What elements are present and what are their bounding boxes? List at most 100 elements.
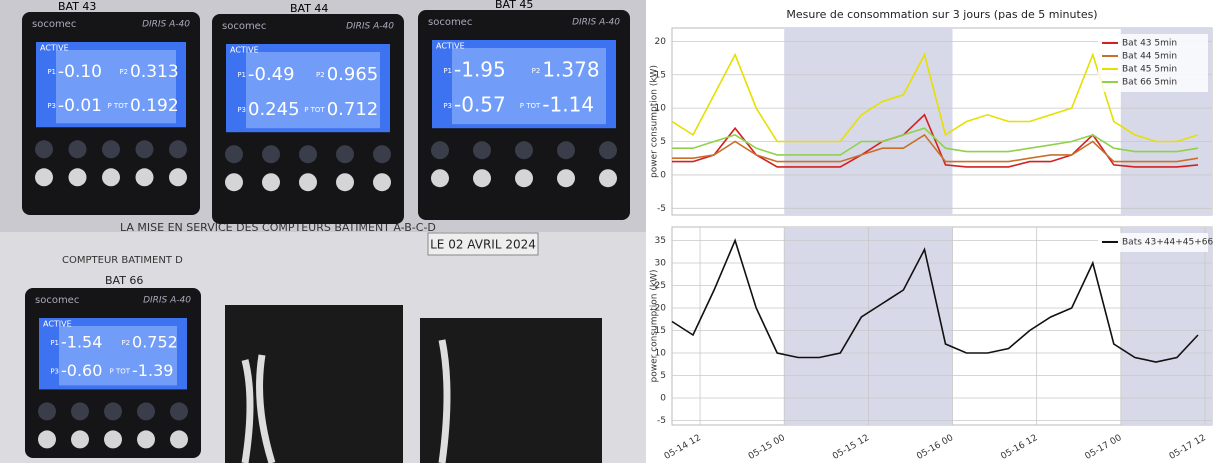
meter-field: P3 <box>237 106 246 114</box>
meter-button <box>599 141 617 160</box>
x-tick-label: 05-16 00 <box>915 433 955 462</box>
meter-button <box>135 168 154 187</box>
y-tick-label: 30 <box>655 259 667 269</box>
meter-reading: 0.965 <box>327 64 379 85</box>
meter-button <box>431 169 449 188</box>
legend-label: Bat 43 5min <box>1122 39 1177 49</box>
meter-button <box>170 430 188 449</box>
lower-label: BAT 66 <box>105 274 143 287</box>
meter-reading: -1.95 <box>454 57 506 81</box>
meter-field: P TOT <box>520 102 541 110</box>
legend-label: Bat 66 5min <box>1122 78 1177 88</box>
meter-field: P3 <box>443 102 452 110</box>
meter-reading: 0.245 <box>248 99 300 120</box>
meter-button <box>262 145 280 164</box>
meter-button <box>169 140 187 159</box>
meter-brand: socomec <box>35 295 79 306</box>
meter-screen-glow <box>59 326 177 386</box>
meter-reading: 0.313 <box>130 62 179 82</box>
x-tick-label: 05-15 12 <box>831 433 871 462</box>
meter-field: P TOT <box>107 102 128 110</box>
date: LE 02 AVRIL 2024 <box>430 238 536 252</box>
y-tick-label: 10 <box>655 104 667 114</box>
meter-button <box>137 402 155 421</box>
meter-mode: ACTIVE <box>40 44 69 53</box>
meter-brand: socomec <box>428 17 472 28</box>
meter-model: DIRIS A-40 <box>143 296 191 306</box>
meter-button <box>169 168 187 187</box>
y-axis-label: power consumption (kW) <box>650 270 660 383</box>
legend-box <box>1098 233 1208 252</box>
meter-button <box>299 145 317 164</box>
meter-button <box>71 430 89 449</box>
meter-button <box>170 402 188 421</box>
meter-button <box>104 402 122 421</box>
meter-model: DIRIS A-40 <box>572 18 620 28</box>
plaque: LA MISE EN SERVICE DES COMPTEURS BATIMEN… <box>120 221 436 234</box>
meter-button <box>135 140 154 159</box>
meter-button <box>262 173 280 192</box>
meter-reading: -0.10 <box>58 62 102 82</box>
meter-field: P TOT <box>110 368 131 376</box>
y-tick-label: 15 <box>655 70 666 80</box>
meter-button <box>515 169 533 188</box>
meter-button <box>137 430 155 449</box>
meter-reading: -1.39 <box>132 361 173 380</box>
meter-mode: ACTIVE <box>436 42 465 51</box>
meter-brand: socomec <box>222 21 266 32</box>
meter-reading: -1.14 <box>542 93 594 117</box>
x-tick-label: 05-14 12 <box>663 433 703 462</box>
meter-mode: ACTIVE <box>230 46 259 55</box>
meter-field: P1 <box>237 71 246 79</box>
photo-cable <box>241 339 451 465</box>
meter-field: P2 <box>121 339 130 347</box>
meter-field: P1 <box>47 68 56 76</box>
meter-model: DIRIS A-40 <box>346 22 394 32</box>
meter-button <box>71 402 89 421</box>
meter-button <box>599 169 617 188</box>
y-tick-label: 5 <box>660 371 666 381</box>
meter-button <box>299 173 317 192</box>
meter-field: P2 <box>119 68 128 76</box>
series-line <box>671 238 1199 363</box>
meter-reading: 0.712 <box>327 99 379 120</box>
meter-field: P2 <box>532 67 541 75</box>
y-tick-label: 25 <box>655 281 666 291</box>
legend-label: Bat 44 5min <box>1122 52 1177 62</box>
y-tick-label: 0 <box>660 170 666 180</box>
meter-screen-glow <box>246 52 380 129</box>
meter-button <box>473 141 491 160</box>
meter-field: P3 <box>50 368 59 376</box>
photo-opening <box>225 305 403 463</box>
y-tick-label: 35 <box>655 236 666 246</box>
series-line <box>672 127 1199 156</box>
meter-screen-glow <box>56 50 176 124</box>
meter-field: P1 <box>443 67 452 75</box>
meter-button <box>35 168 53 187</box>
meter-model: DIRIS A-40 <box>142 20 190 30</box>
meter-button <box>373 173 391 192</box>
meter-button <box>68 168 87 187</box>
meter-button <box>38 430 56 449</box>
date-box <box>427 232 539 256</box>
shaded-span <box>784 28 953 215</box>
meter-mode: ACTIVE <box>43 320 72 329</box>
meter-button <box>373 145 391 164</box>
y-tick-label: 20 <box>655 37 667 47</box>
meter-button <box>557 141 575 160</box>
x-tick-label: 05-17 00 <box>1084 433 1124 462</box>
building-label: BAT 43 <box>58 0 96 13</box>
meter-reading: -0.60 <box>61 361 102 380</box>
x-tick-label: 05-17 12 <box>1168 433 1208 462</box>
chart-title: Mesure de consommation sur 3 jours (pas … <box>786 8 1097 21</box>
meter-button <box>473 169 491 188</box>
meter-screen-glow <box>452 48 606 125</box>
shaded-span <box>1120 227 1212 425</box>
meter-reading: -0.57 <box>454 93 506 117</box>
meter-button <box>225 173 243 192</box>
meter-reading: 1.378 <box>542 57 599 81</box>
series-line <box>671 52 1199 143</box>
y-tick-label: 0 <box>660 394 666 404</box>
